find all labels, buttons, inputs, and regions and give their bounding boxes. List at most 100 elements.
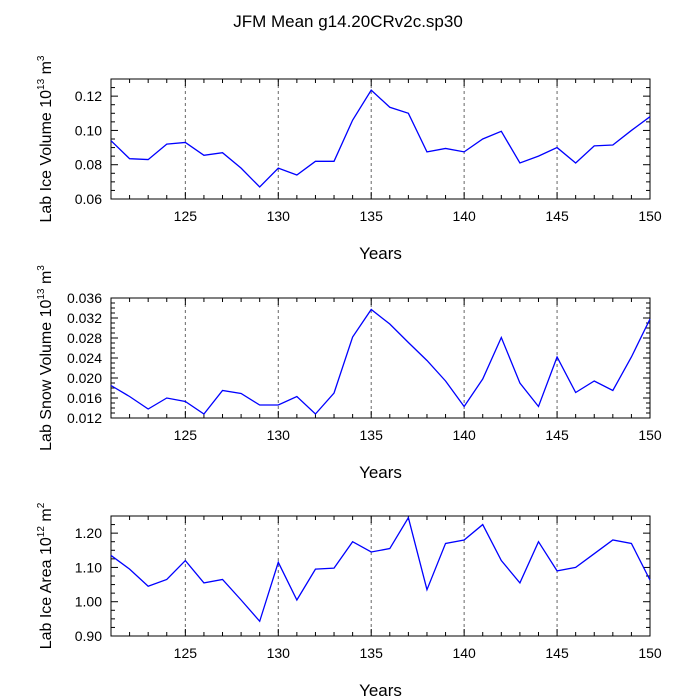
data-point [500,559,502,561]
y-tick-label: 0.12 [75,88,102,104]
x-tick-label: 135 [360,645,384,661]
data-point [333,567,335,569]
y-tick-label: 0.016 [67,390,102,406]
data-point [277,561,279,563]
data-point [128,395,130,397]
data-point [463,151,465,153]
data-point [147,408,149,410]
data-point [444,380,446,382]
data-point [147,585,149,587]
data-point [426,359,428,361]
data-point [110,554,112,556]
data-point [370,89,372,91]
data-point [333,160,335,162]
data-point [407,341,409,343]
data-point [463,405,465,407]
panels: 125 130 135 140 145 150 0.06 0.08 0.10 0.12 Years L… [36,55,662,696]
data-point [296,174,298,176]
panel-2: 125 130 135 140 145 150 0.012 0.016 0.020 0.024 0.… [36,265,662,482]
data-point [593,553,595,555]
data-point [110,384,112,386]
data-point [240,167,242,169]
data-point [537,155,539,157]
data-point [203,413,205,415]
x-tick-label: 150 [638,645,662,661]
panel-1: 125 130 135 140 145 150 0.06 0.08 0.10 0.12 Years L… [36,55,662,263]
data-point [370,308,372,310]
x-tick-label: 140 [452,427,476,443]
data-point [593,145,595,147]
data-point [389,547,391,549]
y-tick-label: 0.036 [67,290,102,306]
y-tick-label: 1.00 [75,594,102,610]
data-point [240,392,242,394]
series-line [110,308,651,415]
data-point [128,158,130,160]
data-point [277,167,279,169]
data-point [258,186,260,188]
data-point [574,566,576,568]
data-point [184,559,186,561]
data-point [314,568,316,570]
x-tick-label: 145 [545,208,569,224]
data-point [574,391,576,393]
data-point [556,570,558,572]
data-point [444,147,446,149]
data-point [407,112,409,114]
data-point [221,578,223,580]
x-tick-label: 125 [174,427,198,443]
data-point [203,154,205,156]
plot-frame [110,78,651,200]
y-axis-label: Lab Ice Volume 1013 m3 [36,55,55,222]
x-tick-label: 135 [360,427,384,443]
series-line [110,516,651,623]
data-point [296,395,298,397]
data-point [612,539,614,541]
data-point [482,138,484,140]
data-point [351,336,353,338]
data-point [333,392,335,394]
data-point [630,129,632,131]
y-tick-label: 0.10 [75,122,102,138]
data-point [128,568,130,570]
data-point [166,397,168,399]
x-tick-label: 140 [452,208,476,224]
data-point [519,162,521,164]
data-point [389,106,391,108]
x-axis-label: Years [359,681,402,696]
x-tick-label: 140 [452,645,476,661]
data-point [537,405,539,407]
data-point [314,160,316,162]
panel-3: 125 130 135 140 145 150 0.90 1.00 1.10 1.20 Years L… [36,502,662,696]
data-point [407,517,409,519]
data-point [203,582,205,584]
data-point [482,523,484,525]
data-point [166,143,168,145]
y-tick-label: 0.90 [75,628,102,644]
data-point [389,323,391,325]
x-tick-label: 145 [545,645,569,661]
data-point [482,378,484,380]
data-point [463,539,465,541]
y-tick-label: 0.024 [67,350,102,366]
data-point [500,336,502,338]
x-tick-label: 150 [638,208,662,224]
y-tick-label: 0.08 [75,157,102,173]
y-tick-label: 0.06 [75,191,102,207]
data-point [612,389,614,391]
x-tick-label: 130 [267,645,291,661]
data-point [221,152,223,154]
y-axis-label: Lab Snow Volume 1013 m3 [36,265,55,451]
x-tick-label: 145 [545,427,569,443]
data-point [166,578,168,580]
data-point [519,382,521,384]
data-point [240,599,242,601]
data-point [556,146,558,148]
y-tick-label: 1.20 [75,525,102,541]
data-point [426,589,428,591]
data-point [258,620,260,622]
x-tick-label: 150 [638,427,662,443]
data-point [277,404,279,406]
data-point [630,356,632,358]
